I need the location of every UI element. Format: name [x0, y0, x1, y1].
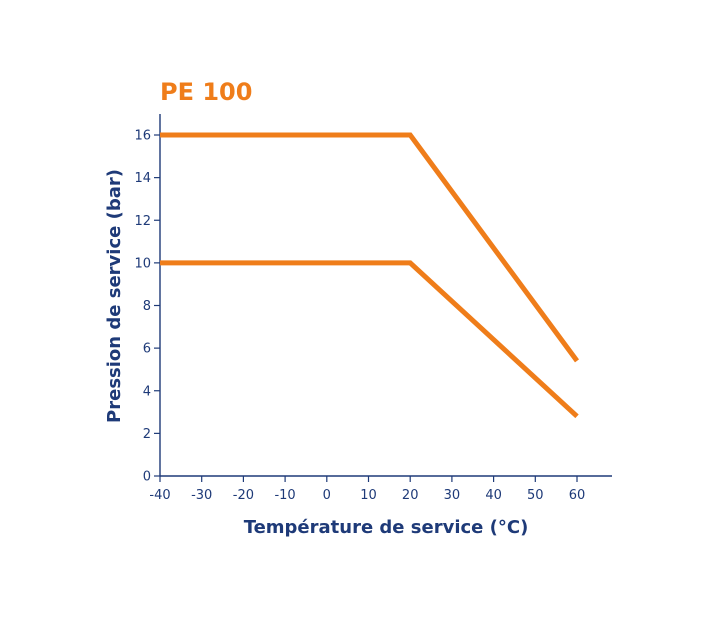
x-axis-ticks: -40 -30 -20 -10 0 10 20 30 40 50 60 — [149, 476, 585, 503]
x-tick-label: 0 — [323, 488, 331, 503]
y-tick-label: 2 — [143, 427, 151, 442]
y-tick-label: 6 — [143, 342, 151, 357]
x-tick-label: -20 — [233, 488, 254, 503]
x-tick-label: -40 — [149, 488, 170, 503]
y-tick-label: 10 — [134, 256, 151, 271]
x-tick-label: -10 — [274, 488, 295, 503]
x-tick-label: 30 — [444, 488, 461, 503]
x-tick-label: 40 — [485, 488, 502, 503]
y-tick-label: 12 — [134, 214, 151, 229]
y-tick-label: 4 — [143, 384, 151, 399]
y-tick-label: 16 — [134, 129, 151, 144]
x-tick-label: 10 — [360, 488, 377, 503]
y-tick-label: 14 — [134, 171, 151, 186]
x-tick-label: -30 — [191, 488, 212, 503]
y-axis-title: Pression de service (bar) — [104, 169, 125, 423]
chart-title: PE 100 — [160, 78, 252, 106]
x-tick-label: 20 — [402, 488, 419, 503]
x-tick-label: 50 — [527, 488, 544, 503]
series-layer — [160, 132, 580, 419]
x-tick-label: 60 — [569, 488, 586, 503]
series-line-1 — [160, 132, 580, 363]
series-line-2 — [160, 260, 579, 419]
y-tick-label: 0 — [143, 470, 151, 485]
y-axis-ticks: 0 2 4 6 8 10 12 14 16 — [134, 129, 160, 485]
y-tick-label: 8 — [143, 299, 151, 314]
x-axis-title: Température de service (°C) — [244, 517, 529, 538]
